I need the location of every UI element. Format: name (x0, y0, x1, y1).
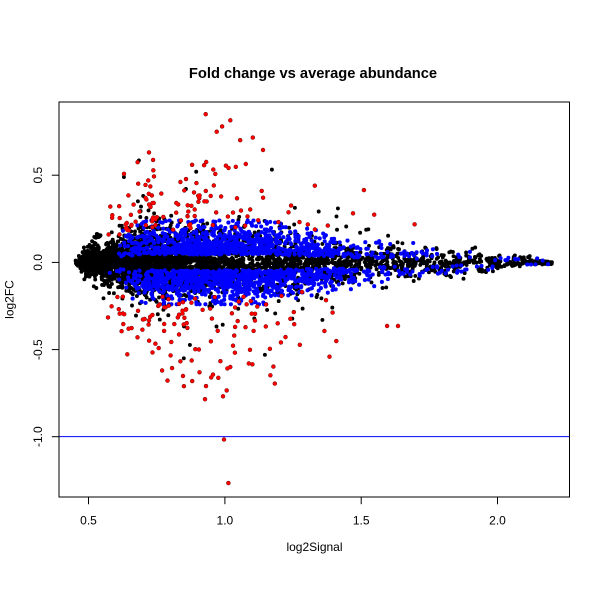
svg-text:1.5: 1.5 (353, 514, 370, 528)
svg-text:0.0: 0.0 (31, 254, 45, 271)
svg-text:0.5: 0.5 (80, 514, 97, 528)
svg-text:-1.0: -1.0 (31, 426, 45, 447)
svg-text:-0.5: -0.5 (31, 339, 45, 360)
svg-text:0.5: 0.5 (31, 167, 45, 184)
svg-text:1.0: 1.0 (217, 514, 234, 528)
svg-text:2.0: 2.0 (489, 514, 506, 528)
svg-text:Fold change vs average abundan: Fold change vs average abundance (189, 66, 437, 82)
svg-text:log2FC: log2FC (3, 280, 17, 319)
svg-text:log2Signal: log2Signal (286, 540, 342, 554)
